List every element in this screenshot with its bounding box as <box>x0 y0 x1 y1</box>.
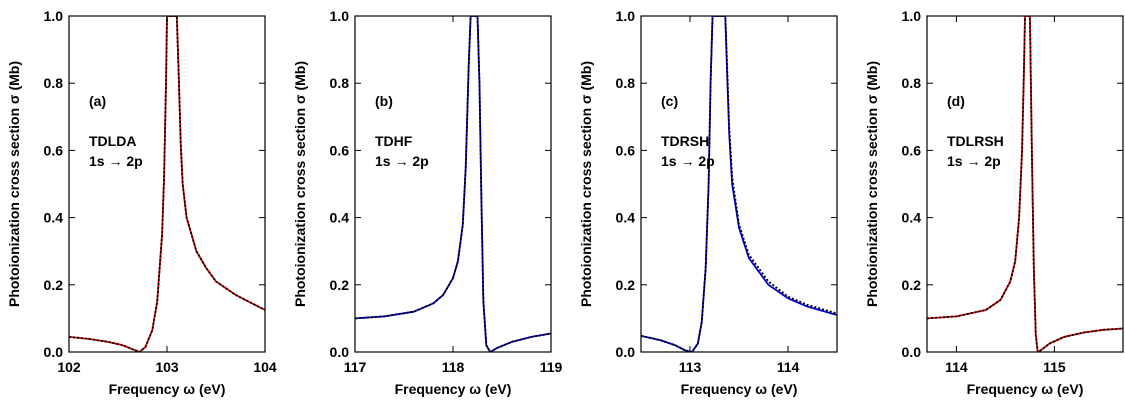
x-axis-title: Frequency ω (eV) <box>681 381 798 397</box>
x-axis-title: Frequency ω (eV) <box>967 381 1084 397</box>
y-tick-label: 0.2 <box>44 277 64 293</box>
y-tick-label: 0.2 <box>902 277 922 293</box>
x-tick-label: 119 <box>540 359 563 375</box>
y-tick-label: 0.8 <box>616 75 636 91</box>
method-label: TDRSH <box>661 133 709 149</box>
series-group <box>927 16 1123 352</box>
x-tick-label: 114 <box>945 359 968 375</box>
y-tick-label: 0.0 <box>902 344 922 360</box>
x-axis-title: Frequency ω (eV) <box>395 381 512 397</box>
y-tick-label: 0.8 <box>44 75 64 91</box>
x-tick-label: 118 <box>442 359 465 375</box>
transition-label: 1s → 2p <box>661 153 715 169</box>
y-tick-label: 1.0 <box>902 8 922 24</box>
panel-label: (a) <box>89 93 106 109</box>
series-line-solid <box>69 16 265 352</box>
y-tick-label: 0.0 <box>44 344 64 360</box>
x-tick-label: 103 <box>155 359 179 375</box>
series-group <box>69 16 265 352</box>
y-axis-title: Photoionization cross section σ (Mb) <box>578 61 594 307</box>
series-group <box>641 16 837 352</box>
method-label: TDLRSH <box>947 133 1004 149</box>
chart-panels: 0.0 0.2 0.4 0.6 0.8 1.0 102 103 104 Frequency ω (… <box>6 8 1124 397</box>
series-group <box>355 16 551 352</box>
series-line-dotted <box>355 16 551 352</box>
panel-label: (c) <box>661 93 678 109</box>
x-tick-label: 113 <box>679 359 702 375</box>
y-tick-label: 0.2 <box>616 277 636 293</box>
x-tick-label: 104 <box>253 359 277 375</box>
y-tick-label: 0.4 <box>44 210 64 226</box>
x-tick-label: 115 <box>1043 359 1066 375</box>
y-tick-label: 0.4 <box>330 210 350 226</box>
y-tick-label: 0.0 <box>616 344 636 360</box>
y-tick-label: 1.0 <box>330 8 350 24</box>
transition-label: 1s → 2p <box>947 153 1001 169</box>
y-tick-label: 1.0 <box>44 8 64 24</box>
y-tick-label: 0.0 <box>330 344 350 360</box>
y-axis-title: Photoionization cross section σ (Mb) <box>864 61 880 307</box>
x-tick-label: 114 <box>777 359 800 375</box>
series-line-solid <box>355 16 551 352</box>
x-tick-label: 117 <box>344 359 367 375</box>
panel-label: (d) <box>947 93 965 109</box>
chart-panel-d: 0.0 0.2 0.4 0.6 0.8 1.0 114 115 Frequency ω (eV)… <box>864 8 1124 397</box>
panel-label: (b) <box>375 93 393 109</box>
y-tick-label: 0.4 <box>616 210 636 226</box>
plot-frame <box>354 15 552 353</box>
y-tick-label: 0.8 <box>902 75 922 91</box>
series-line-solid <box>927 16 1123 352</box>
y-tick-label: 0.4 <box>902 210 922 226</box>
y-tick-label: 0.6 <box>616 142 636 158</box>
transition-label: 1s → 2p <box>89 153 143 169</box>
chart-panel-a: 0.0 0.2 0.4 0.6 0.8 1.0 102 103 104 Frequency ω (… <box>6 8 277 397</box>
x-tick-label: 102 <box>57 359 81 375</box>
series-line-dotted <box>641 16 837 352</box>
chart-panel-c: 0.0 0.2 0.4 0.6 0.8 1.0 113 114 Frequency ω (eV)… <box>578 8 838 397</box>
y-axis-title: Photoionization cross section σ (Mb) <box>292 61 308 307</box>
transition-label: 1s → 2p <box>375 153 429 169</box>
plot-frame <box>640 15 838 353</box>
y-tick-label: 0.8 <box>330 75 350 91</box>
plot-frame <box>926 15 1124 353</box>
y-tick-label: 1.0 <box>616 8 636 24</box>
series-line-solid <box>641 16 837 352</box>
y-tick-label: 0.2 <box>330 277 350 293</box>
series-line-dotted <box>927 16 1123 352</box>
method-label: TDHF <box>375 133 413 149</box>
y-tick-label: 0.6 <box>330 142 350 158</box>
y-tick-label: 0.6 <box>44 142 64 158</box>
y-tick-label: 0.6 <box>902 142 922 158</box>
chart-panel-b: 0.0 0.2 0.4 0.6 0.8 1.0 117 118 119 Frequency ω (… <box>292 8 563 397</box>
method-label: TDLDA <box>89 133 136 149</box>
x-axis-title: Frequency ω (eV) <box>109 381 226 397</box>
y-axis-title: Photoionization cross section σ (Mb) <box>6 61 22 307</box>
